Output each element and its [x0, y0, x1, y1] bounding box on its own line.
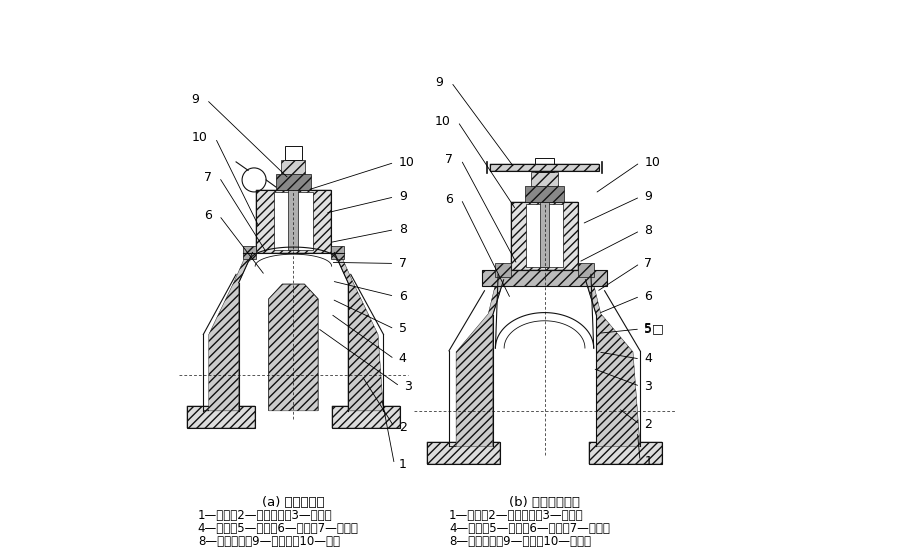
Text: 10: 10 [399, 156, 415, 169]
Polygon shape [578, 263, 594, 277]
Bar [540, 202, 550, 267]
Text: (a) 堰式隔膜阀: (a) 堰式隔膜阀 [262, 496, 325, 509]
Text: 10: 10 [192, 131, 207, 144]
Text: 10: 10 [435, 115, 450, 128]
Text: 7: 7 [645, 257, 653, 270]
Text: 6: 6 [645, 290, 652, 302]
Text: 4—螺钉；5—阀盖；6—阀瓣；7—阀体；: 4—螺钉；5—阀盖；6—阀瓣；7—阀体； [198, 522, 358, 535]
Text: 9: 9 [191, 93, 199, 106]
Polygon shape [481, 270, 607, 287]
Polygon shape [256, 190, 330, 252]
Text: 4—螺钉；5—阀盖；6—阀瓣；7—阀杆；: 4—螺钉；5—阀盖；6—阀瓣；7—阀杆； [449, 522, 610, 535]
Text: 9: 9 [399, 190, 407, 203]
Text: 7: 7 [399, 257, 407, 270]
Text: 2: 2 [399, 421, 407, 434]
Text: 6: 6 [204, 209, 212, 222]
Text: 4: 4 [645, 353, 652, 365]
Polygon shape [449, 280, 504, 446]
Text: 2: 2 [645, 418, 652, 431]
Polygon shape [532, 172, 558, 186]
Polygon shape [281, 160, 305, 175]
Polygon shape [331, 407, 400, 428]
Text: 6: 6 [399, 290, 407, 302]
Text: 8—阀杆螺母；9—指示器；10—手轮: 8—阀杆螺母；9—指示器；10—手轮 [198, 536, 339, 548]
Polygon shape [269, 284, 318, 411]
Polygon shape [589, 442, 662, 464]
Polygon shape [242, 246, 256, 259]
Text: 3: 3 [645, 380, 652, 393]
Text: 8—阀杆螺母；9—手轮；10—指示器: 8—阀杆螺母；9—手轮；10—指示器 [449, 536, 591, 548]
Polygon shape [490, 164, 599, 171]
Polygon shape [330, 246, 344, 259]
Polygon shape [427, 442, 500, 464]
Text: 9: 9 [436, 75, 444, 89]
Polygon shape [276, 175, 311, 190]
Polygon shape [511, 202, 578, 270]
Text: 4: 4 [399, 353, 407, 365]
Text: 1—阀体；2—阀体衬里；3—隔膜；: 1—阀体；2—阀体衬里；3—隔膜； [449, 509, 584, 522]
Text: 5: 5 [399, 322, 407, 336]
Text: 8: 8 [645, 224, 653, 237]
Bar [288, 190, 298, 250]
Bar [274, 192, 313, 250]
Text: 5: 5 [645, 322, 653, 336]
Text: 9: 9 [645, 190, 652, 203]
Polygon shape [525, 186, 564, 202]
Bar [535, 158, 554, 172]
Bar [526, 204, 563, 267]
Polygon shape [585, 280, 640, 446]
Text: 10: 10 [645, 156, 660, 169]
Text: 1: 1 [645, 455, 652, 468]
Text: 8: 8 [399, 223, 407, 236]
Text: 5□: 5□ [645, 322, 665, 336]
Text: 1: 1 [399, 458, 407, 471]
Text: 3: 3 [404, 380, 412, 393]
Text: 1—阀体；2—阀体衬里；3—隔膜；: 1—阀体；2—阀体衬里；3—隔膜； [198, 509, 332, 522]
Text: 7: 7 [445, 153, 453, 166]
Bar [285, 145, 302, 160]
Polygon shape [334, 252, 383, 411]
Text: 7: 7 [204, 171, 212, 183]
Text: (b) 直通式隔膜阀: (b) 直通式隔膜阀 [509, 496, 580, 509]
Text: 6: 6 [445, 192, 453, 206]
Polygon shape [203, 252, 252, 411]
Polygon shape [496, 263, 511, 277]
Polygon shape [187, 407, 255, 428]
